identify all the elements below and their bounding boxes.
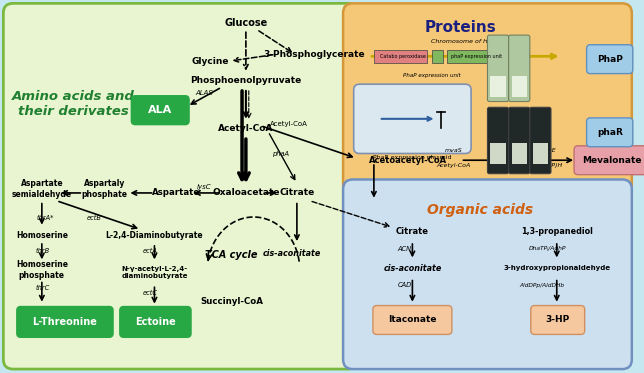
Bar: [431, 50, 443, 63]
Text: Homoserine: Homoserine: [16, 231, 68, 240]
Text: ectC: ectC: [143, 290, 158, 296]
FancyBboxPatch shape: [488, 107, 509, 174]
Text: L-2,4-Diaminobutyrate: L-2,4-Diaminobutyrate: [106, 231, 204, 240]
Text: Acetyl-CoA: Acetyl-CoA: [218, 124, 274, 133]
Bar: [511, 50, 523, 63]
Text: phaA: phaA: [272, 151, 289, 157]
FancyBboxPatch shape: [509, 107, 530, 174]
Text: Succinyl-CoA: Succinyl-CoA: [200, 297, 263, 306]
Text: ectA: ectA: [143, 248, 158, 254]
Text: Aspartaly
phosphate: Aspartaly phosphate: [81, 179, 128, 199]
Text: PhaR expression plasmid: PhaR expression plasmid: [373, 155, 451, 160]
Text: TCA cycle: TCA cycle: [205, 250, 258, 260]
Text: Acetyl-CoA: Acetyl-CoA: [437, 163, 471, 167]
Text: PhaP: PhaP: [597, 55, 623, 64]
Text: 2NAD(P)H: 2NAD(P)H: [533, 163, 564, 167]
Text: Ectoine: Ectoine: [135, 317, 176, 327]
Text: 3-hydroxypropionaldehyde: 3-hydroxypropionaldehyde: [503, 265, 611, 271]
Text: Organic acids: Organic acids: [427, 203, 533, 217]
FancyBboxPatch shape: [343, 3, 632, 194]
Text: Chromosome of Halomonas TB: Chromosome of Halomonas TB: [431, 39, 529, 44]
Text: DhaTPⱼ/AdhP: DhaTPⱼ/AdhP: [528, 246, 566, 251]
FancyBboxPatch shape: [587, 45, 633, 73]
FancyBboxPatch shape: [120, 307, 191, 337]
Text: mvaE: mvaE: [539, 148, 557, 153]
Text: Catabo peroxidase: Catabo peroxidase: [380, 54, 426, 59]
FancyBboxPatch shape: [530, 107, 551, 174]
Bar: [511, 75, 527, 97]
Text: lysC: lysC: [197, 184, 212, 190]
Text: phaR: phaR: [597, 128, 623, 137]
Text: thrB: thrB: [35, 248, 49, 254]
Bar: [511, 143, 527, 164]
Text: 3-HP: 3-HP: [545, 316, 570, 325]
Text: Aspartate
semialdehyde: Aspartate semialdehyde: [12, 179, 72, 199]
Text: Glycine: Glycine: [191, 57, 229, 66]
Text: Homoserine
phosphate: Homoserine phosphate: [16, 260, 68, 280]
Text: cis-aconitate: cis-aconitate: [383, 263, 442, 273]
Text: ectB: ectB: [87, 215, 102, 221]
FancyBboxPatch shape: [17, 307, 113, 337]
Text: Acetyl-CoA: Acetyl-CoA: [270, 120, 308, 127]
Text: ALAS: ALAS: [196, 90, 213, 96]
Text: Phosphoenolpyruvate: Phosphoenolpyruvate: [190, 76, 301, 85]
Bar: [490, 143, 506, 164]
Text: thrC: thrC: [35, 285, 50, 291]
Bar: [374, 50, 427, 63]
Text: Citrate: Citrate: [396, 227, 429, 236]
FancyBboxPatch shape: [531, 305, 585, 335]
Text: PhaP expression unit: PhaP expression unit: [403, 73, 460, 78]
Text: Citrate: Citrate: [279, 188, 314, 197]
Text: 3-Phosphoglycerate: 3-Phosphoglycerate: [263, 50, 365, 59]
FancyBboxPatch shape: [587, 118, 633, 147]
Text: Glucose: Glucose: [224, 18, 267, 28]
Bar: [447, 50, 507, 63]
Text: Acetoacetyl-CoA: Acetoacetyl-CoA: [368, 156, 447, 165]
Text: Mevalonate: Mevalonate: [582, 156, 641, 165]
FancyBboxPatch shape: [488, 35, 509, 101]
Text: Proteins: Proteins: [424, 20, 497, 35]
Text: N-γ-acetyl-L-2,4-
diaminobutyrate: N-γ-acetyl-L-2,4- diaminobutyrate: [121, 266, 187, 279]
Text: AldDPp/AldDHb: AldDPp/AldDHb: [520, 283, 565, 288]
FancyBboxPatch shape: [509, 35, 530, 101]
Text: Aspartate: Aspartate: [151, 188, 200, 197]
Bar: [533, 143, 548, 164]
Text: ACN: ACN: [397, 246, 412, 252]
FancyBboxPatch shape: [131, 96, 189, 125]
FancyBboxPatch shape: [3, 3, 357, 369]
Text: Itaconate: Itaconate: [388, 316, 437, 325]
Text: HMG-CoA: HMG-CoA: [497, 156, 540, 165]
FancyBboxPatch shape: [574, 146, 644, 175]
Text: Oxaloacetate: Oxaloacetate: [212, 188, 279, 197]
Text: 1,3-propanediol: 1,3-propanediol: [521, 227, 592, 236]
Text: Amino acids and
their derivates: Amino acids and their derivates: [12, 90, 135, 118]
Text: CAD: CAD: [397, 282, 412, 288]
Text: cis-aconitate: cis-aconitate: [263, 249, 321, 258]
FancyBboxPatch shape: [354, 84, 471, 153]
Text: thrA*: thrA*: [37, 215, 55, 221]
Bar: [490, 75, 506, 97]
Text: ALA: ALA: [148, 105, 173, 115]
Text: mvaS: mvaS: [445, 148, 462, 153]
Text: phaP expression unit: phaP expression unit: [451, 54, 502, 59]
Text: L-Threonine: L-Threonine: [32, 317, 97, 327]
FancyBboxPatch shape: [343, 179, 632, 369]
FancyBboxPatch shape: [373, 305, 452, 335]
